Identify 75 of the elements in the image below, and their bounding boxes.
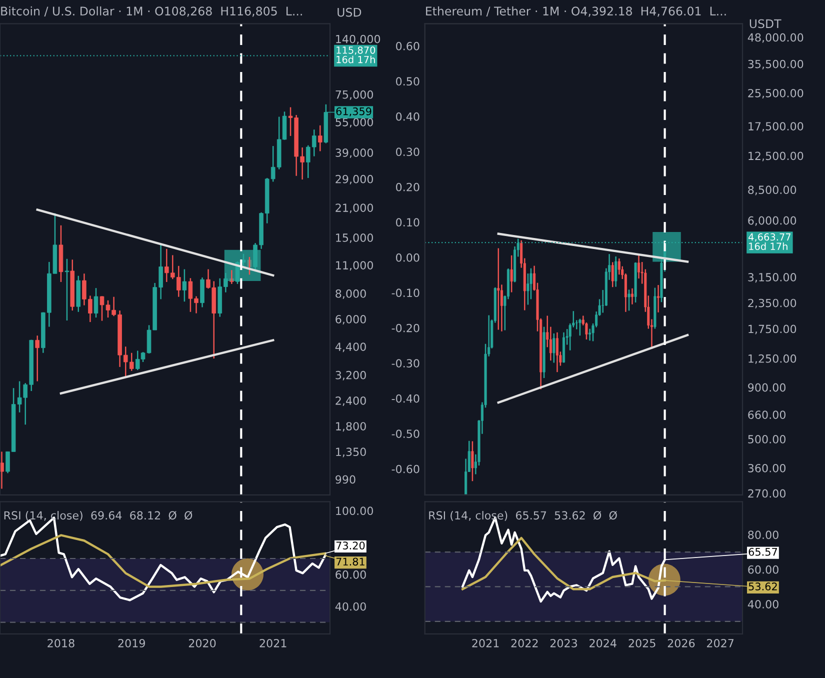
x-tick-label: 2020 — [188, 638, 216, 648]
text: RSI (14, close) 65.57 53.62 Ø Ø — [429, 510, 617, 521]
y2-tick-label: 0.30 — [396, 148, 420, 156]
ref-line-label: 4,663.77 16d 17h — [748, 233, 791, 250]
y-tick-label: 270.00 — [748, 489, 786, 498]
y-tick-label: 900.00 — [748, 383, 786, 392]
y2-tick-label: -0.40 — [392, 394, 420, 403]
y-tick-label: 1,750.00 — [748, 324, 796, 334]
y-tick-label: 25,500.00 — [748, 88, 804, 98]
y-tick-label: 140,000 — [336, 34, 380, 44]
y-tick-label: 80.00 — [748, 530, 778, 540]
y-tick-label: 17,500.00 — [748, 122, 804, 132]
y-tick-label: 360.00 — [748, 464, 786, 472]
y2-tick-label: -0.50 — [392, 430, 420, 438]
y-tick-label: 500.00 — [748, 435, 786, 444]
y-tick-label: 15,000 — [336, 234, 373, 244]
y-tick-label: 39,000 — [336, 148, 373, 158]
y2-tick-label: -0.30 — [392, 359, 420, 368]
y-tick-label: 3,200 — [336, 370, 366, 380]
y-tick-label: 660.00 — [748, 410, 786, 419]
y-tick-label: 8,500.00 — [748, 186, 796, 196]
y-tick-label: 100.00 — [336, 506, 373, 516]
y2-tick-label: 0.60 — [396, 42, 420, 50]
y2-tick-label: 0.20 — [396, 182, 420, 192]
y-tick-label: 48,000.00 — [748, 33, 804, 43]
y2-tick-label: 0.10 — [396, 218, 420, 227]
x-tick-label: 2018 — [48, 638, 74, 648]
ref-line-label: 115,870 16d 17h — [336, 46, 376, 64]
y2-tick-label: -0.20 — [392, 324, 420, 332]
y-axis-title: USD — [338, 8, 362, 17]
y-tick-label: 60.00 — [748, 565, 778, 574]
annotation: 61,359 — [336, 107, 372, 116]
y-tick-label: 2,400 — [336, 396, 366, 406]
annotation: 71.81 — [336, 558, 364, 566]
y-tick-label: 1,350 — [336, 448, 366, 458]
x-tick-label: 2026 — [668, 638, 695, 648]
x-tick-label: 2027 — [706, 638, 734, 648]
y-tick-label: 6,000 — [336, 314, 366, 325]
y-tick-label: 3,150.00 — [748, 273, 796, 283]
y-tick-label: 55,000 — [336, 118, 373, 128]
x-tick-label: 2021 — [260, 638, 286, 648]
x-tick-label: 2019 — [118, 638, 145, 648]
y-tick-label: 35,500.00 — [748, 60, 804, 70]
chart-title: Bitcoin / U.S. Dollar · 1M · O108,268 H116,805 L... — [1, 6, 302, 17]
y2-tick-label: 0.40 — [396, 112, 420, 121]
chart-title: Ethereum / Tether · 1M · O4,392.18 H4,766.01 L... — [426, 6, 726, 17]
y-tick-label: 40.00 — [748, 600, 778, 608]
x-tick-label: 2025 — [628, 638, 656, 648]
x-tick-label: 2023 — [550, 638, 578, 648]
y2-tick-label: 0.50 — [396, 77, 420, 86]
x-tick-label: 2022 — [511, 638, 538, 648]
y-tick-label: 1,800 — [336, 422, 366, 432]
y-tick-label: 12,500.00 — [748, 152, 804, 162]
x-tick-label: 2024 — [590, 638, 616, 648]
y-tick-label: 990 — [336, 475, 356, 484]
y2-tick-label: 0.00 — [396, 253, 420, 262]
y-tick-label: 4,400 — [335, 342, 366, 352]
text: RSI (14, close) 69.64 68.12 Ø Ø — [4, 510, 192, 521]
y-axis-title: USDT — [750, 19, 782, 28]
x-tick-label: 2021 — [472, 638, 499, 648]
annotation: 73.20 — [336, 542, 365, 550]
y-tick-label: 40.00 — [335, 602, 366, 611]
y-tick-label: 21,000 — [336, 204, 373, 214]
y-tick-label: 2,350.00 — [748, 298, 796, 308]
y-tick-label: 11,000 — [336, 261, 373, 271]
y2-tick-label: -0.10 — [392, 288, 420, 298]
y-tick-label: 75,000 — [336, 90, 373, 100]
annotation: 65.57 — [748, 548, 777, 556]
y-tick-label: 6,000.00 — [748, 216, 796, 226]
y-tick-label: 8,000 — [336, 289, 366, 299]
y-tick-label: 1,250.00 — [748, 354, 796, 364]
y-tick-label: 60.00 — [336, 570, 366, 579]
y2-tick-label: -0.60 — [392, 464, 420, 474]
annotation: 53.62 — [748, 582, 777, 590]
y-tick-label: 29,000 — [336, 174, 373, 184]
